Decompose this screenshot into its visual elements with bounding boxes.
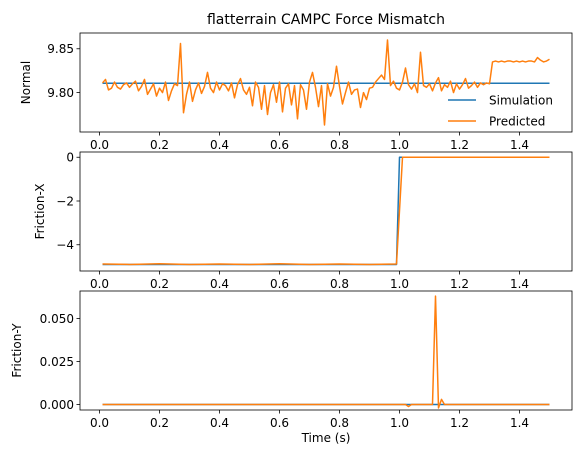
legend: Simulation Predicted: [448, 93, 553, 128]
y-tick-label: 0.050: [40, 312, 74, 326]
x-tick-label: 0.8: [330, 416, 349, 430]
x-tick-label: 1.0: [390, 138, 409, 152]
x-tick-label: 0.6: [270, 277, 289, 291]
x-tick-label: 0.2: [150, 416, 169, 430]
x-tick-label: 0.4: [210, 416, 229, 430]
x-axis-label: Time (s): [301, 431, 351, 445]
legend-label-simulation: Simulation: [489, 93, 553, 107]
x-tick-label: 1.4: [510, 277, 529, 291]
x-tick-label: 0.6: [270, 416, 289, 430]
x-tick-label: 1.4: [510, 138, 529, 152]
y-tick-label: 9.85: [47, 42, 74, 56]
y-tick-label: 0.000: [40, 398, 74, 412]
x-tick-label: 1.4: [510, 416, 529, 430]
series-line-simulation: [102, 156, 550, 266]
y-axis-label: Normal: [19, 61, 33, 104]
y-axis-label: Friction-Y: [10, 323, 24, 378]
x-tick-label: 0.2: [150, 138, 169, 152]
series-line-predicted: [101, 39, 550, 126]
y-tick-label: −4: [56, 238, 74, 252]
x-tick-label: 1.2: [450, 138, 469, 152]
axes-frame: [79, 32, 573, 133]
x-tick-label: 0.6: [270, 138, 289, 152]
x-tick-label: 0.8: [330, 277, 349, 291]
y-tick-label: −2: [56, 194, 74, 208]
x-tick-label: 0.4: [210, 138, 229, 152]
subplot-2: 0.0 0.2 0.4 0.6 0.8 1.0 1.2 1.4 −4 −2 0 Friction-X: [33, 151, 573, 291]
series-line-predicted: [102, 156, 550, 266]
y-tick-label: 0.025: [40, 355, 74, 369]
x-tick-label: 0.0: [90, 277, 109, 291]
x-tick-label: 1.0: [390, 277, 409, 291]
x-tick-label: 1.2: [450, 277, 469, 291]
axes-frame: [79, 151, 573, 272]
x-tick-label: 0.0: [90, 138, 109, 152]
x-tick-label: 1.0: [390, 416, 409, 430]
y-tick-label: 0: [66, 151, 74, 165]
x-tick-label: 0.0: [90, 416, 109, 430]
subplot-1: 0.0 0.2 0.4 0.6 0.8 1.0 1.2 1.4 9.80 9.85 Normal Si…: [19, 32, 573, 152]
axes-frame: [79, 290, 573, 411]
y-tick-label: 9.80: [47, 86, 74, 100]
x-tick-label: 0.2: [150, 277, 169, 291]
x-tick-label: 1.2: [450, 416, 469, 430]
x-tick-label: 0.8: [330, 138, 349, 152]
chart-title: flatterrain CAMPC Force Mismatch: [207, 12, 445, 28]
x-tick-label: 0.4: [210, 277, 229, 291]
legend-label-predicted: Predicted: [489, 114, 545, 128]
series-line-predicted: [102, 295, 550, 409]
subplot-3: 0.0 0.2 0.4 0.6 0.8 1.0 1.2 1.4 0.000 0.025 0.050 F…: [10, 290, 573, 445]
y-axis-label: Friction-X: [33, 184, 47, 240]
